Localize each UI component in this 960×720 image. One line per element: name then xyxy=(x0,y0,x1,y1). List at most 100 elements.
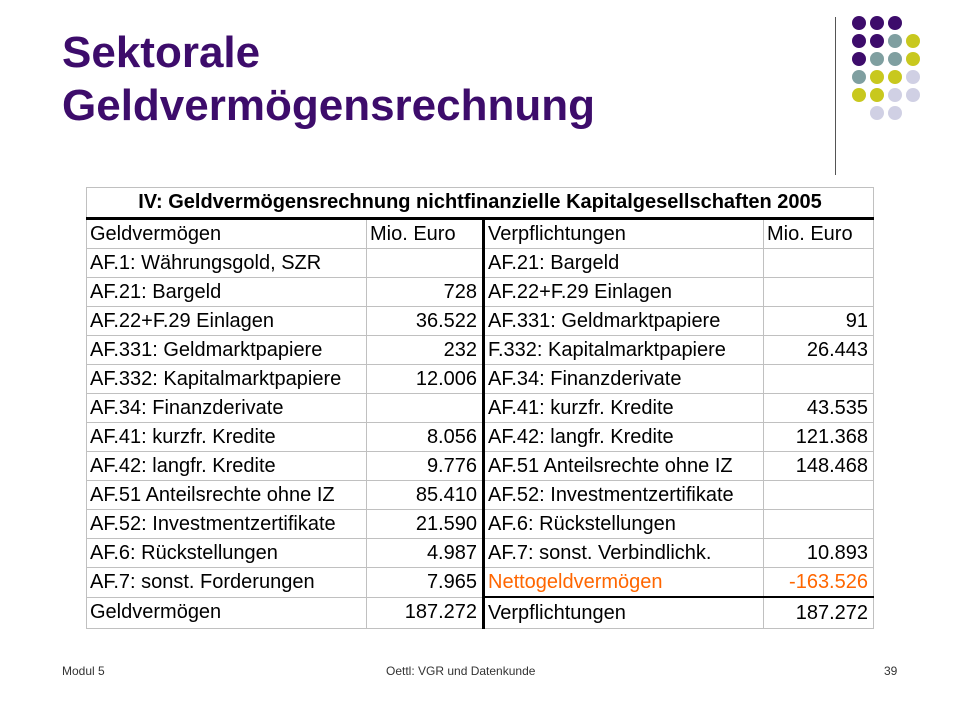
liability-value: 148.468 xyxy=(763,451,874,481)
asset-label: AF.331: Geldmarktpapiere xyxy=(86,335,367,365)
header-liabilities: Verpflichtungen xyxy=(482,218,764,249)
table-row: AF.331: Geldmarktpapiere 232 F.332: Kapita… xyxy=(86,335,874,365)
liability-label: AF.331: Geldmarktpapiere xyxy=(482,306,764,336)
asset-value: 85.410 xyxy=(366,480,485,510)
table-row: AF.332: Kapitalmarktpapiere 12.006 AF.34: … xyxy=(86,364,874,394)
decorative-dot xyxy=(852,16,866,30)
table-row: AF.21: Bargeld 728 AF.22+F.29 Einlagen xyxy=(86,277,874,307)
net-financial-assets-label: Nettogeldvermögen xyxy=(482,567,764,598)
asset-value: 8.056 xyxy=(366,422,485,452)
decorative-dot xyxy=(852,52,866,66)
table-heading: IV: Geldvermögensrechnung nichtfinanziel… xyxy=(86,187,874,220)
liability-label: AF.42: langfr. Kredite xyxy=(482,422,764,452)
asset-value: 728 xyxy=(366,277,485,307)
decorative-dot xyxy=(870,34,884,48)
asset-value: 21.590 xyxy=(366,509,485,539)
asset-label: AF.21: Bargeld xyxy=(86,277,367,307)
decorative-dot xyxy=(888,34,902,48)
header-assets-unit: Mio. Euro xyxy=(366,218,485,249)
liability-value xyxy=(763,364,874,394)
header-assets: Geldvermögen xyxy=(86,218,367,249)
table-row: AF.41: kurzfr. Kredite 8.056 AF.42: langfr… xyxy=(86,422,874,452)
decorative-dot xyxy=(870,88,884,102)
table-heading-row: IV: Geldvermögensrechnung nichtfinanziel… xyxy=(86,187,874,220)
liability-value xyxy=(763,480,874,510)
total-assets-value: 187.272 xyxy=(366,596,485,629)
liability-label: AF.7: sonst. Verbindlichk. xyxy=(482,538,764,568)
decorative-dot xyxy=(852,34,866,48)
table-row: AF.52: Investmentzertifikate 21.590 AF.6: … xyxy=(86,509,874,539)
liability-label: AF.21: Bargeld xyxy=(482,248,764,278)
table-row: AF.42: langfr. Kredite 9.776 AF.51 Anteils… xyxy=(86,451,874,481)
table-row: AF.34: Finanzderivate AF.41: kurzfr. Kred… xyxy=(86,393,874,423)
liability-label: AF.52: Investmentzertifikate xyxy=(482,480,764,510)
slide-title-line-2: Geldvermögensrechnung xyxy=(62,81,596,130)
decorative-divider xyxy=(835,17,836,175)
liability-value xyxy=(763,248,874,278)
footer-course: Oettl: VGR und Datenkunde xyxy=(386,664,536,678)
decorative-dot xyxy=(852,88,866,102)
asset-value xyxy=(366,248,485,278)
asset-value: 12.006 xyxy=(366,364,485,394)
decorative-dot xyxy=(870,70,884,84)
asset-label: AF.1: Währungsgold, SZR xyxy=(86,248,367,278)
decorative-dot xyxy=(888,106,902,120)
liability-label: AF.6: Rückstellungen xyxy=(482,509,764,539)
liability-value: 26.443 xyxy=(763,335,874,365)
asset-label: AF.51 Anteilsrechte ohne IZ xyxy=(86,480,367,510)
asset-label: AF.332: Kapitalmarktpapiere xyxy=(86,364,367,394)
liability-label: AF.34: Finanzderivate xyxy=(482,364,764,394)
decorative-dot xyxy=(870,16,884,30)
asset-label: AF.6: Rückstellungen xyxy=(86,538,367,568)
liability-label: AF.22+F.29 Einlagen xyxy=(482,277,764,307)
financial-assets-table: IV: Geldvermögensrechnung nichtfinanziel… xyxy=(86,187,874,629)
asset-label: AF.34: Finanzderivate xyxy=(86,393,367,423)
asset-label: AF.42: langfr. Kredite xyxy=(86,451,367,481)
asset-value: 232 xyxy=(366,335,485,365)
liability-label: AF.41: kurzfr. Kredite xyxy=(482,393,764,423)
total-liabilities-label: Verpflichtungen xyxy=(482,596,764,629)
table-row: AF.51 Anteilsrechte ohne IZ 85.410 AF.52: … xyxy=(86,480,874,510)
footer-page-number: 39 xyxy=(884,664,898,678)
net-financial-assets-value: -163.526 xyxy=(763,567,874,598)
decorative-dot xyxy=(888,70,902,84)
table-row: AF.1: Währungsgold, SZR AF.21: Bargeld xyxy=(86,248,874,278)
liability-value: 43.535 xyxy=(763,393,874,423)
asset-value: 7.965 xyxy=(366,567,485,598)
asset-value: 36.522 xyxy=(366,306,485,336)
decorative-dot xyxy=(888,52,902,66)
slide-title: Sektorale Geldvermögensrechnung xyxy=(62,26,595,132)
decorative-dot xyxy=(906,70,920,84)
table-row: AF.22+F.29 Einlagen 36.522 AF.331: Geldmar… xyxy=(86,306,874,336)
liability-value: 121.368 xyxy=(763,422,874,452)
decorative-dot xyxy=(870,52,884,66)
asset-value: 9.776 xyxy=(366,451,485,481)
asset-value: 4.987 xyxy=(366,538,485,568)
liability-label: AF.51 Anteilsrechte ohne IZ xyxy=(482,451,764,481)
decorative-dot xyxy=(870,106,884,120)
decorative-dot xyxy=(888,88,902,102)
liability-value xyxy=(763,509,874,539)
table-row: AF.7: sonst. Forderungen 7.965 Nettogeldve… xyxy=(86,567,874,598)
decorative-dot xyxy=(906,52,920,66)
decorative-dot xyxy=(906,34,920,48)
table-totals-row: Geldvermögen 187.272 Verpflichtungen 187.27… xyxy=(86,596,874,629)
asset-label: AF.52: Investmentzertifikate xyxy=(86,509,367,539)
dot-grid-decoration xyxy=(852,16,920,120)
footer-module: Modul 5 xyxy=(62,664,105,678)
liability-value: 91 xyxy=(763,306,874,336)
asset-value xyxy=(366,393,485,423)
decorative-dot xyxy=(906,88,920,102)
table-row: AF.6: Rückstellungen 4.987 AF.7: sonst. Ve… xyxy=(86,538,874,568)
decorative-dot xyxy=(852,70,866,84)
liability-value: 10.893 xyxy=(763,538,874,568)
slide-title-line-1: Sektorale xyxy=(62,28,261,77)
header-liabilities-unit: Mio. Euro xyxy=(763,218,874,249)
asset-label: AF.7: sonst. Forderungen xyxy=(86,567,367,598)
total-assets-label: Geldvermögen xyxy=(86,596,367,629)
decorative-dot xyxy=(888,16,902,30)
total-liabilities-value: 187.272 xyxy=(763,596,874,629)
liability-label: F.332: Kapitalmarktpapiere xyxy=(482,335,764,365)
table-header-row: Geldvermögen Mio. Euro Verpflichtungen M… xyxy=(86,218,874,249)
asset-label: AF.41: kurzfr. Kredite xyxy=(86,422,367,452)
